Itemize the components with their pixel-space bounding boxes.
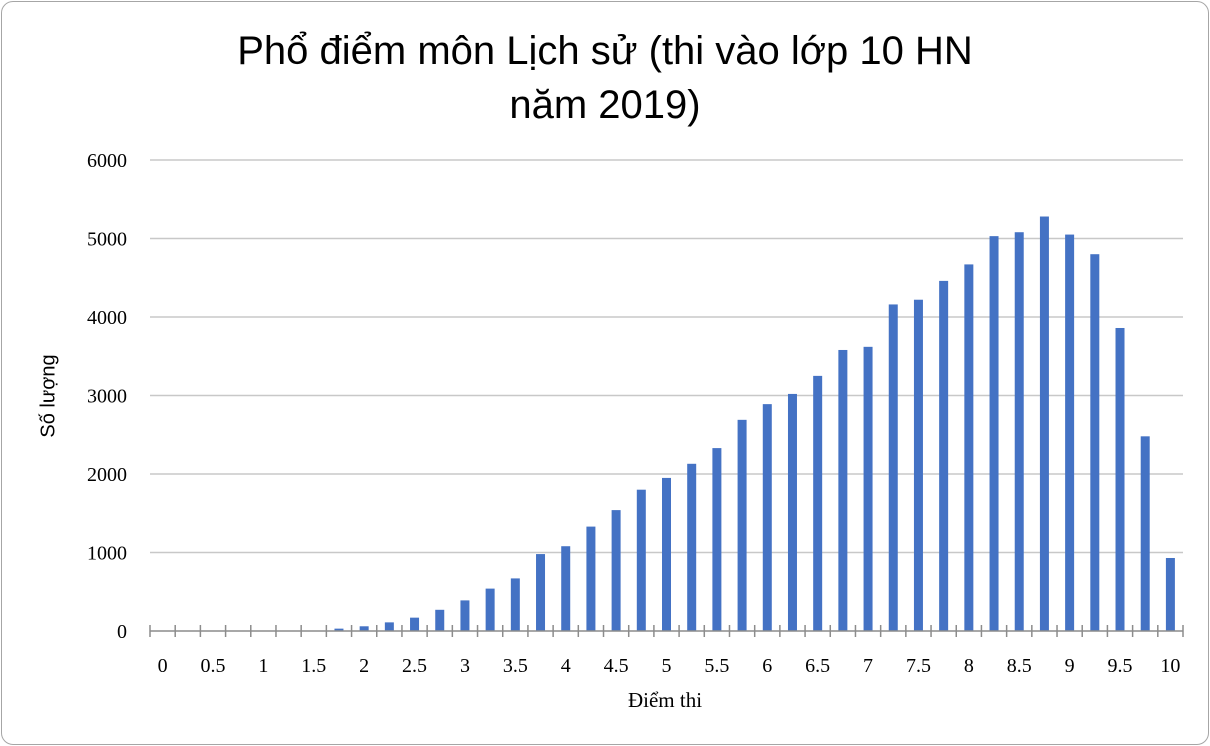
bar (662, 477, 671, 631)
bar (964, 264, 974, 631)
bar (611, 510, 621, 631)
bar (536, 554, 546, 631)
x-tick-labels: 0 0.5 1 1.5 2 2.5 3 3.5 4 4.5 5 5.5 6 6.5 7 7.5 8 8.5 9 9.5… (158, 655, 1181, 677)
x-tick-label: 2.5 (402, 655, 427, 677)
x-tick-label: 3.5 (503, 655, 528, 677)
x-tick-label: 6.5 (805, 655, 830, 677)
x-tick-label: 6 (762, 655, 772, 677)
x-tick-label: 7 (863, 655, 873, 677)
bar (1039, 216, 1049, 631)
bar (1090, 254, 1100, 631)
x-tick-label: 7.5 (906, 655, 931, 677)
bar (334, 628, 344, 631)
bar (939, 280, 949, 631)
x-tick-label: 0 (158, 655, 168, 677)
y-tick-label: 2000 (87, 464, 127, 486)
bar (485, 588, 495, 631)
bar (863, 346, 873, 631)
bar (813, 375, 823, 631)
bars (334, 216, 1175, 631)
bar (384, 622, 394, 631)
y-tick-label: 4000 (87, 307, 127, 329)
y-tick-labels: 0 1000 2000 3000 4000 5000 6000 (87, 150, 127, 643)
x-tick-label: 4.5 (604, 655, 629, 677)
x-tick-label: 1.5 (301, 655, 326, 677)
bar (1140, 436, 1150, 631)
x-tick-label: 8 (964, 655, 974, 677)
bar (737, 419, 747, 631)
bar (1115, 327, 1125, 631)
chart-title-line-2: năm 2019) (509, 83, 701, 127)
bar (510, 578, 520, 631)
bar (1065, 234, 1075, 631)
x-tick-label: 5 (662, 655, 672, 677)
bar (410, 617, 420, 631)
bar (913, 299, 923, 631)
bar (460, 600, 470, 631)
x-tick-label: 5.5 (704, 655, 729, 677)
bar (687, 463, 697, 631)
x-tick-label: 9 (1065, 655, 1075, 677)
x-axis-label: Điểm thi (627, 688, 703, 712)
bar (787, 393, 797, 631)
bar (888, 304, 898, 631)
bar (636, 489, 646, 631)
bar (1165, 557, 1175, 631)
chart-title: Phổ điểm môn Lịch sử (thi vào lớp 10 HN … (0, 24, 1210, 132)
x-axis (149, 625, 1184, 637)
y-tick-label: 0 (117, 621, 127, 643)
chart-title-line-1: Phổ điểm môn Lịch sử (thi vào lớp 10 HN (237, 29, 973, 73)
x-tick-label: 3 (460, 655, 470, 677)
bar (762, 404, 772, 631)
bar (838, 349, 848, 631)
bar (989, 236, 999, 631)
x-tick-label: 9.5 (1108, 655, 1133, 677)
bar (435, 609, 445, 631)
x-tick-label: 10 (1160, 655, 1180, 677)
x-tick-label: 8.5 (1007, 655, 1032, 677)
y-tick-label: 3000 (87, 386, 127, 408)
bar (586, 526, 596, 631)
y-tick-label: 5000 (87, 229, 127, 251)
bar (1014, 232, 1024, 631)
x-tick-label: 0.5 (200, 655, 225, 677)
y-tick-label: 1000 (87, 543, 127, 565)
bar (359, 626, 369, 631)
x-tick-label: 4 (561, 655, 571, 677)
y-tick-label: 6000 (87, 150, 127, 172)
bar (712, 448, 722, 631)
x-tick-label: 1 (258, 655, 268, 677)
x-tick-label: 2 (359, 655, 369, 677)
bar (561, 546, 571, 631)
